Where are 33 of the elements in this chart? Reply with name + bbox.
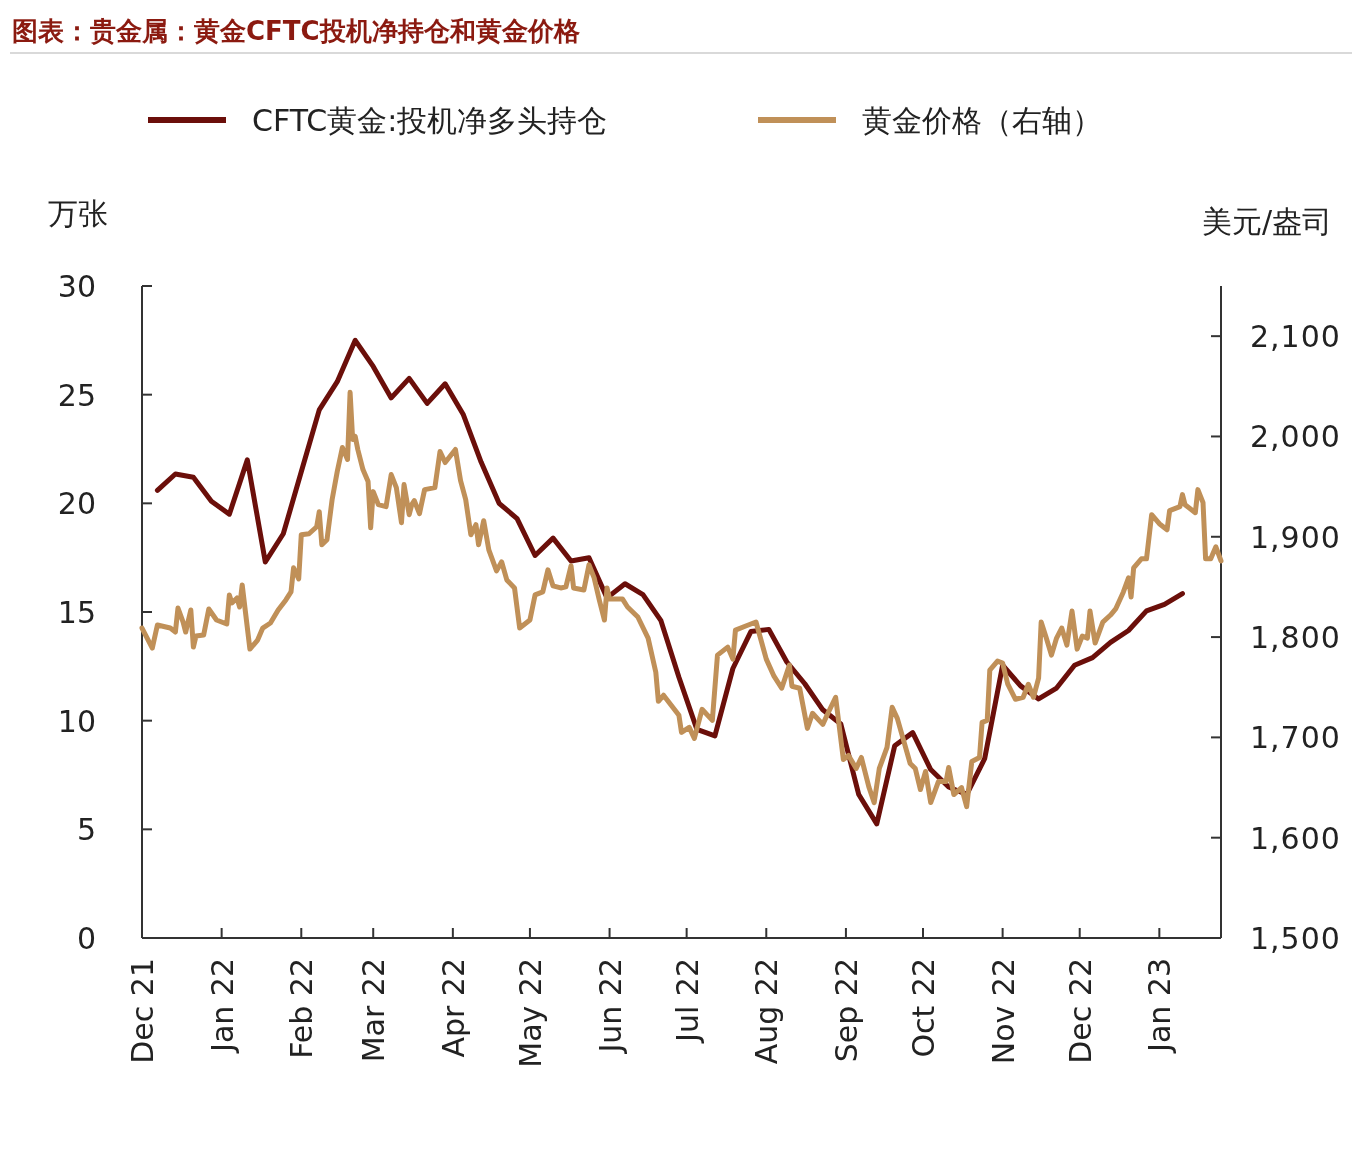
legend-label: CFTC黄金:投机净多头持仓 [252,103,608,138]
x-tick-label: Nov 22 [985,958,1021,1065]
x-tick-label: Dec 22 [1062,958,1098,1064]
x-tick-label: Jun 22 [592,958,628,1055]
x-tick-label: May 22 [512,958,548,1068]
y2-tick-label: 1,500 [1250,921,1341,956]
y-tick-label: 0 [76,921,96,956]
x-tick-label: Jan 22 [204,958,240,1054]
x-tick-label: Jul 22 [669,958,705,1044]
chart-title: 图表：贵金属：黄金CFTC投机净持仓和黄金价格 [12,16,580,46]
x-tick-label: Jan 23 [1142,958,1178,1054]
y-tick-label: 5 [76,812,96,848]
legend-label: 黄金价格（右轴） [862,103,1102,138]
y2-tick-label: 2,100 [1250,319,1341,355]
x-tick-label: Dec 21 [125,958,160,1064]
y-tick-label: 15 [57,595,96,630]
y2-axis-title: 美元/盎司 [1201,204,1332,239]
y-tick-label: 30 [57,269,96,304]
y-tick-label: 10 [57,703,96,739]
x-tick-label: Sep 22 [828,958,864,1063]
x-tick-label: Mar 22 [356,958,392,1063]
x-tick-label: Feb 22 [284,958,320,1059]
y-axis-title: 万张 [48,196,108,231]
y2-tick-label: 1,700 [1250,720,1341,756]
y2-tick-label: 2,000 [1250,419,1341,455]
y2-tick-label: 1,800 [1250,620,1341,656]
x-tick-label: Aug 22 [749,958,785,1065]
x-tick-label: Oct 22 [905,958,941,1058]
y-tick-label: 25 [57,377,96,413]
x-tick-label: Apr 22 [435,958,471,1058]
y2-tick-label: 1,900 [1250,519,1341,555]
y2-tick-label: 1,600 [1250,820,1341,856]
y-tick-label: 20 [57,486,96,522]
